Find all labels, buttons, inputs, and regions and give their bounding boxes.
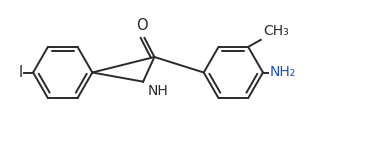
Text: NH₂: NH₂	[269, 66, 296, 79]
Text: O: O	[137, 18, 148, 33]
Text: CH₃: CH₃	[263, 24, 289, 38]
Text: NH: NH	[148, 85, 169, 98]
Text: I: I	[18, 65, 22, 80]
